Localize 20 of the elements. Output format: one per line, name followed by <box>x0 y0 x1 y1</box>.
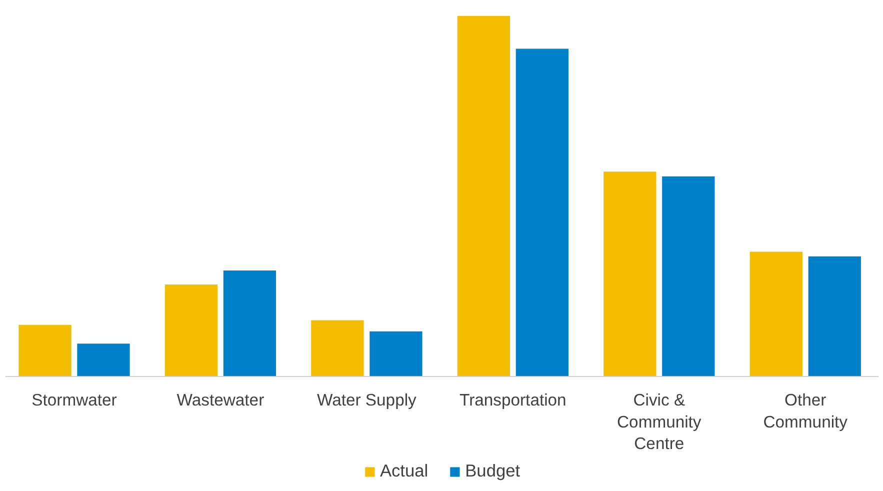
bar <box>604 172 656 376</box>
x-tick-label: Civic & Community Centre <box>617 390 702 454</box>
x-tick-label: Other Community <box>763 390 848 432</box>
x-tick-label: Transportation <box>460 390 566 410</box>
x-tick-label: Water Supply <box>317 390 418 410</box>
bar <box>457 16 510 376</box>
bar <box>516 48 568 376</box>
legend-label: Budget <box>465 460 520 482</box>
bar <box>18 324 72 376</box>
bar <box>223 270 276 376</box>
bar <box>370 331 422 376</box>
x-tick-label: Stormwater <box>32 390 118 410</box>
bar <box>750 252 802 376</box>
legend-label: Actual <box>380 460 428 482</box>
bar <box>164 284 218 376</box>
bar <box>808 256 861 376</box>
bar <box>311 320 364 376</box>
bar <box>77 344 130 376</box>
bar <box>662 176 715 376</box>
x-tick-label: Wastewater <box>176 390 265 410</box>
